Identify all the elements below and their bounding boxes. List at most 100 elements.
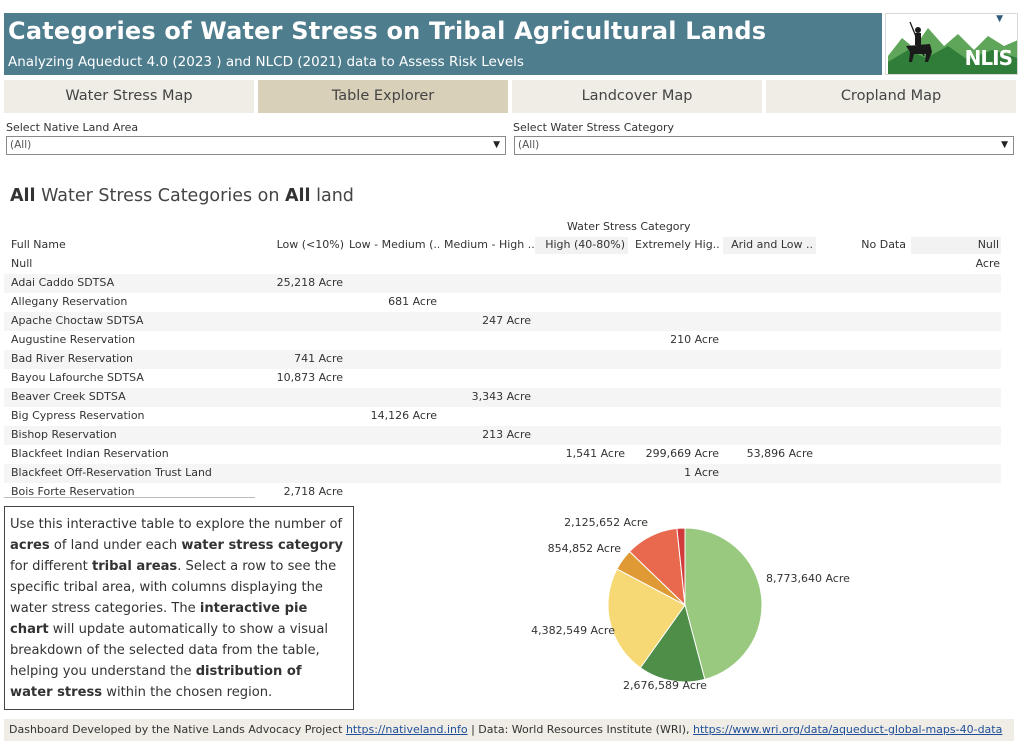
table-cell[interactable]: 14,126 Acre [370, 409, 437, 422]
pie-slice[interactable] [676, 527, 686, 606]
table-row[interactable]: Augustine Reservation 210 Acre [4, 331, 1001, 350]
section-title: All Water Stress Categories on All land [10, 186, 354, 206]
title-selected-land: All [285, 186, 311, 206]
pie-slice[interactable] [639, 603, 706, 683]
logo-image: NLIS [888, 16, 1017, 74]
description-emphasis: water stress category [181, 538, 344, 553]
table-cell[interactable]: 741 Acre [294, 352, 343, 365]
footer-data-source: | Data: World Resources Institute (WRI), [467, 723, 693, 736]
pie-chart[interactable]: 8,773,640 Acre 2,676,589 Acre 4,382,549 Ac… [520, 515, 900, 710]
row-name: Adai Caddo SDTSA [11, 276, 115, 289]
table-row[interactable]: Allegany Reservation 681 Acre [4, 293, 1001, 312]
land-area-select-value: (All) [10, 139, 32, 151]
table-row[interactable]: Blackfeet Off-Reservation Trust Land 1 Ac… [4, 464, 1001, 483]
pie-slice-label: 8,773,640 Acre [766, 572, 850, 585]
description-text: Use this interactive table to explore th… [10, 517, 343, 532]
table-cell[interactable]: 53,896 Acre [746, 447, 813, 460]
column-header[interactable]: Arid and Low .. [723, 237, 816, 254]
stress-category-filter-label: Select Water Stress Category [513, 121, 674, 134]
footer-credit: Dashboard Developed by the Native Lands … [9, 723, 346, 736]
row-name: Beaver Creek SDTSA [11, 390, 126, 403]
row-name: Blackfeet Off-Reservation Trust Land [11, 466, 212, 479]
wri-aqueduct-link[interactable]: https://www.wri.org/data/aqueduct-global… [693, 723, 1003, 736]
pie-slice-label: 2,125,652 Acre [564, 516, 648, 529]
table-row[interactable]: Big Cypress Reservation 14,126 Acre [4, 407, 1001, 426]
chevron-down-icon: ▼ [1001, 140, 1008, 150]
description-emphasis: distribution of water stress [10, 664, 302, 700]
land-area-filter-label: Select Native Land Area [6, 121, 139, 134]
row-name: Apache Choctaw SDTSA [11, 314, 144, 327]
table-row[interactable]: Blackfeet Indian Reservation 1,541 Acre 29… [4, 445, 1001, 464]
row-name: Big Cypress Reservation [11, 409, 145, 422]
row-name: Allegany Reservation [11, 295, 128, 308]
description-emphasis: acres [10, 538, 50, 553]
footer: Dashboard Developed by the Native Lands … [4, 719, 1014, 741]
title-suffix: land [310, 186, 354, 206]
column-header[interactable]: Medium - High .. [444, 238, 534, 251]
table-cell[interactable]: 3,343 Acre [471, 390, 531, 403]
pie-slice-label: 4,382,549 Acre [531, 624, 615, 637]
row-header-full-name[interactable]: Full Name [11, 238, 66, 251]
table-row[interactable]: Bayou Lafourche SDTSA 10,873 Acre [4, 369, 1001, 388]
pie-slice-label: 2,676,589 Acre [623, 679, 707, 692]
description-text: . Select a row to see the specific triba… [10, 559, 337, 616]
stress-category-select[interactable]: (All) ▼ [514, 136, 1014, 155]
description-emphasis: tribal areas [91, 559, 178, 574]
column-header[interactable]: Low - Medium (.. [349, 238, 439, 251]
row-name: Bayou Lafourche SDTSA [11, 371, 144, 384]
header-banner: Categories of Water Stress on Tribal Agr… [4, 13, 882, 75]
description-emphasis: interactive pie chart [10, 601, 308, 637]
table-row[interactable]: Bishop Reservation 213 Acre [4, 426, 1001, 445]
page-subtitle: Analyzing Aqueduct 4.0 (2023 ) and NLCD … [8, 54, 524, 70]
pie-slice[interactable] [607, 568, 686, 669]
tab-water-stress-map[interactable]: Water Stress Map [4, 80, 254, 113]
table-cell[interactable]: 1,541 Acre [565, 447, 625, 460]
pie-slice[interactable] [684, 527, 763, 681]
row-name: Bad River Reservation [11, 352, 134, 365]
table-row[interactable]: Bois Forte Reservation 2,718 Acre [4, 483, 1001, 502]
table-cell[interactable]: 247 Acre [482, 314, 531, 327]
description-text: for different [10, 559, 92, 574]
row-name: Bois Forte Reservation [11, 485, 135, 498]
table-row[interactable]: Beaver Creek SDTSA 3,343 Acre [4, 388, 1001, 407]
land-area-select[interactable]: (All) ▼ [6, 136, 506, 155]
chevron-down-icon: ▼ [493, 140, 500, 150]
column-header[interactable]: Extremely Hig.. [635, 238, 720, 251]
table-cell[interactable]: Acre [975, 257, 1000, 270]
description-box: Use this interactive table to explore th… [4, 506, 354, 710]
table-cell[interactable]: 299,669 Acre [645, 447, 719, 460]
page-title: Categories of Water Stress on Tribal Agr… [8, 17, 767, 45]
row-name: Blackfeet Indian Reservation [11, 447, 169, 460]
table-cell[interactable]: 210 Acre [670, 333, 719, 346]
tab-table-explorer[interactable]: Table Explorer [258, 80, 508, 113]
table-divider [4, 497, 255, 498]
table-row[interactable]: Bad River Reservation 741 Acre [4, 350, 1001, 369]
column-header[interactable]: No Data [861, 238, 906, 251]
nlis-logo[interactable]: NLIS ▼ [885, 13, 1018, 75]
table-cell[interactable]: 2,718 Acre [283, 485, 343, 498]
description-text: of land under each [49, 538, 182, 553]
title-selected-category: All [10, 186, 36, 206]
table-row[interactable]: Adai Caddo SDTSA 25,218 Acre [4, 274, 1001, 293]
tab-bar: Water Stress Map Table Explorer Landcove… [4, 80, 1016, 113]
column-header[interactable]: Null [911, 237, 1001, 254]
table-cell[interactable]: 1 Acre [684, 466, 719, 479]
column-header[interactable]: Low (<10%) [276, 238, 344, 251]
title-middle: Water Stress Categories on [35, 186, 285, 206]
table-cell[interactable]: 681 Acre [388, 295, 437, 308]
chevron-down-icon[interactable]: ▼ [996, 14, 1003, 24]
table-cell[interactable]: 25,218 Acre [276, 276, 343, 289]
column-group-header: Water Stress Category [567, 220, 691, 233]
tab-landcover-map[interactable]: Landcover Map [512, 80, 762, 113]
column-header[interactable]: High (40-80%) [535, 237, 628, 254]
table-cell[interactable]: 213 Acre [482, 428, 531, 441]
pie-chart-svg[interactable]: 8,773,640 Acre 2,676,589 Acre 4,382,549 Ac… [520, 515, 900, 710]
row-name: Null [11, 257, 33, 270]
description-text: within the chosen region. [102, 685, 273, 700]
table-cell[interactable]: 10,873 Acre [276, 371, 343, 384]
nativeland-link[interactable]: https://nativeland.info [345, 723, 468, 736]
tab-cropland-map[interactable]: Cropland Map [766, 80, 1016, 113]
description-text: will update automatically to show a visu… [10, 622, 328, 679]
table-row[interactable]: Apache Choctaw SDTSA 247 Acre [4, 312, 1001, 331]
table-row[interactable]: Null Acre [4, 255, 1001, 274]
